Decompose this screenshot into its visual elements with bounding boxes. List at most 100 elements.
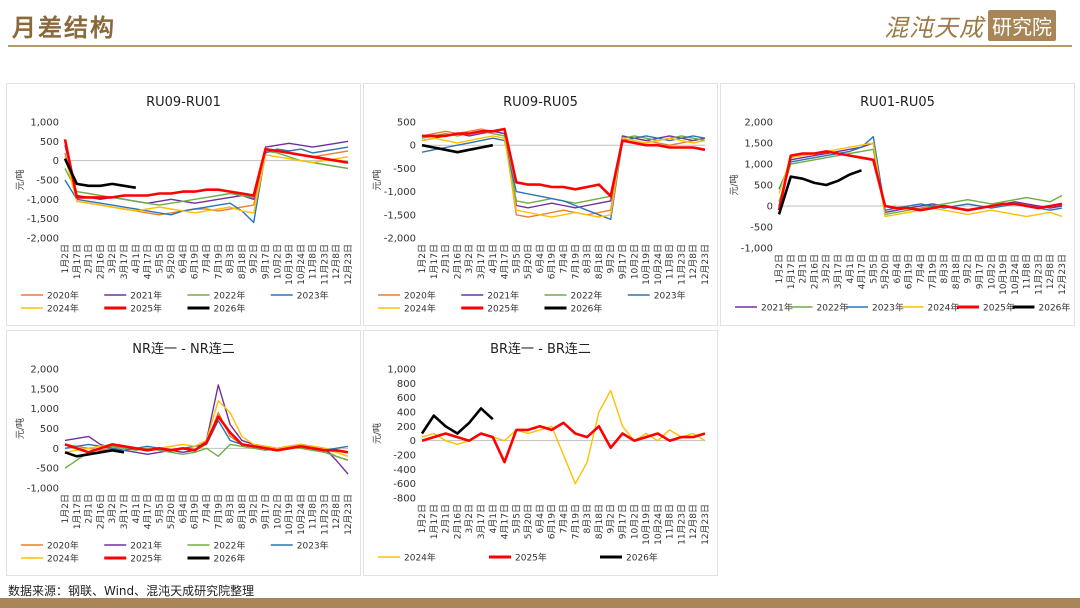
y-tick-label: 1,000 [30,118,59,129]
series-line-2026 [777,169,862,215]
y-tick-label: -1,500 [27,214,59,225]
x-tick-label: 12月8日 [1045,254,1056,289]
x-tick-label: 10月19日 [641,504,652,545]
x-tick-label: 5月5日 [868,254,879,283]
y-tick-label: -400 [393,465,416,476]
series-line-2020 [64,411,349,461]
x-tick-label: 9月17日 [260,244,271,279]
series-line-2023 [421,135,706,221]
x-tick-label: 1月2日 [417,244,428,273]
x-tick-label: 4月1日 [845,254,856,283]
x-tick-label: 10月2日 [272,494,283,529]
legend-label: 2026年 [626,552,658,564]
x-tick-label: 9月2日 [606,244,617,273]
x-tick-label: 6月19日 [190,494,201,529]
legend-label: 2024年 [404,303,436,315]
y-tick-label: -1,000 [27,195,59,206]
y-tick-label: 1,000 [30,404,59,415]
y-tick-label: 1,500 [744,139,773,150]
x-tick-label: 12月23日 [343,244,354,285]
x-tick-label: 9月17日 [260,494,271,529]
x-tick-label: 3月2日 [107,244,118,273]
y-tick-label: -1,000 [741,244,773,255]
x-tick-label: 12月23日 [700,244,711,285]
x-tick-label: 2月16日 [95,244,106,279]
x-tick-label: 10月24日 [296,494,307,535]
x-tick-label: 2月1日 [84,244,95,273]
x-tick-label: 11月23日 [676,504,687,545]
legend-label: 2025年 [130,303,162,315]
company-logo: 混沌天成 研究院 [884,8,1056,42]
x-tick-label: 4月1日 [131,244,142,273]
y-tick-label: 0 [767,202,773,213]
series-line-2025 [777,150,1063,212]
chart-title: RU01-RU05 [860,95,935,110]
series-line-2026 [63,158,137,189]
x-tick-label: 8月18日 [237,494,248,529]
x-tick-label: 9月2日 [606,504,617,533]
x-tick-label: 5月20日 [523,244,534,279]
x-tick-label: 3月17日 [833,254,844,289]
header-divider [8,45,1072,47]
x-tick-label: 8月18日 [951,254,962,289]
legend-label: 2020年 [47,290,79,302]
x-tick-label: 1月17日 [786,254,797,289]
x-tick-label: 9月2日 [249,494,260,523]
legend-label: 2024年 [47,303,79,315]
x-tick-label: 8月18日 [594,504,605,539]
legend-label: 2023年 [297,290,329,302]
y-tick-label: -500 [393,164,416,175]
x-tick-label: 7月19日 [213,244,224,279]
x-tick-label: 8月3日 [939,254,950,283]
y-tick-label: -1,000 [27,484,59,495]
x-tick-label: 5月20日 [880,254,891,289]
x-tick-label: 11月23日 [676,244,687,285]
x-tick-label: 9月2日 [963,254,974,283]
x-tick-label: 1月17日 [429,244,440,279]
x-tick-label: 10月24日 [653,504,664,545]
series-line-2025 [421,421,706,464]
legend-label: 2026年 [1039,302,1071,314]
x-tick-label: 4月1日 [131,494,142,523]
x-tick-label: 10月2日 [986,254,997,289]
y-tick-label: -600 [393,479,416,490]
page-title: 月差结构 [12,13,116,42]
x-tick-label: 6月19日 [547,244,558,279]
x-tick-label: 4月1日 [488,244,499,273]
chart-panel-ru01-ru05: RU01-RU05 2,000 1,500 1,000 500 0 -500 -1,000 元/… [720,83,1075,326]
y-tick-label: 500 [397,118,416,129]
chart-svg: RU01-RU05 2,000 1,500 1,000 500 0 -500 -1,000 元/… [728,95,1071,314]
y-tick-label: 1,000 [387,365,416,376]
x-tick-label: 1月17日 [72,244,83,279]
y-tick-label: 500 [40,424,59,435]
x-tick-label: 9月17日 [974,254,985,289]
y-tick-label: -500 [36,176,59,187]
chart-title: NR连一 - NR连二 [132,341,234,357]
y-axis-label: 元/吨 [371,169,383,190]
x-tick-label: 3月17日 [476,244,487,279]
y-tick-label: 0 [53,444,59,455]
legend-label: 2023年 [872,302,904,314]
y-tick-label: -500 [750,223,773,234]
x-tick-label: 12月8日 [688,244,699,279]
x-tick-label: 2月1日 [441,504,452,533]
x-tick-label: 1月17日 [429,504,440,539]
x-tick-label: 10月24日 [1010,254,1021,295]
series-line-2020 [421,128,706,218]
x-tick-label: 10月24日 [296,244,307,285]
series-line-2024 [64,154,349,214]
legend-label: 2026年 [214,553,246,565]
x-tick-label: 10月19日 [284,244,295,285]
x-tick-label: 11月8日 [665,504,676,539]
y-tick-label: 0 [53,156,59,167]
series-line-2021 [421,130,706,209]
chart-panel-ru09-ru01: RU09-RU01 1,000 500 0 -500 -1,000 -1,500 -2,000… [6,83,361,326]
x-tick-label: 4月17日 [143,494,154,529]
y-tick-label: 0 [410,436,416,447]
legend-label: 2025年 [983,302,1015,314]
x-tick-label: 5月5日 [154,494,165,523]
legend-label: 2021年 [761,302,793,314]
x-tick-label: 11月8日 [308,494,319,529]
x-tick-label: 6月4日 [535,244,546,273]
x-tick-label: 10月2日 [629,244,640,279]
